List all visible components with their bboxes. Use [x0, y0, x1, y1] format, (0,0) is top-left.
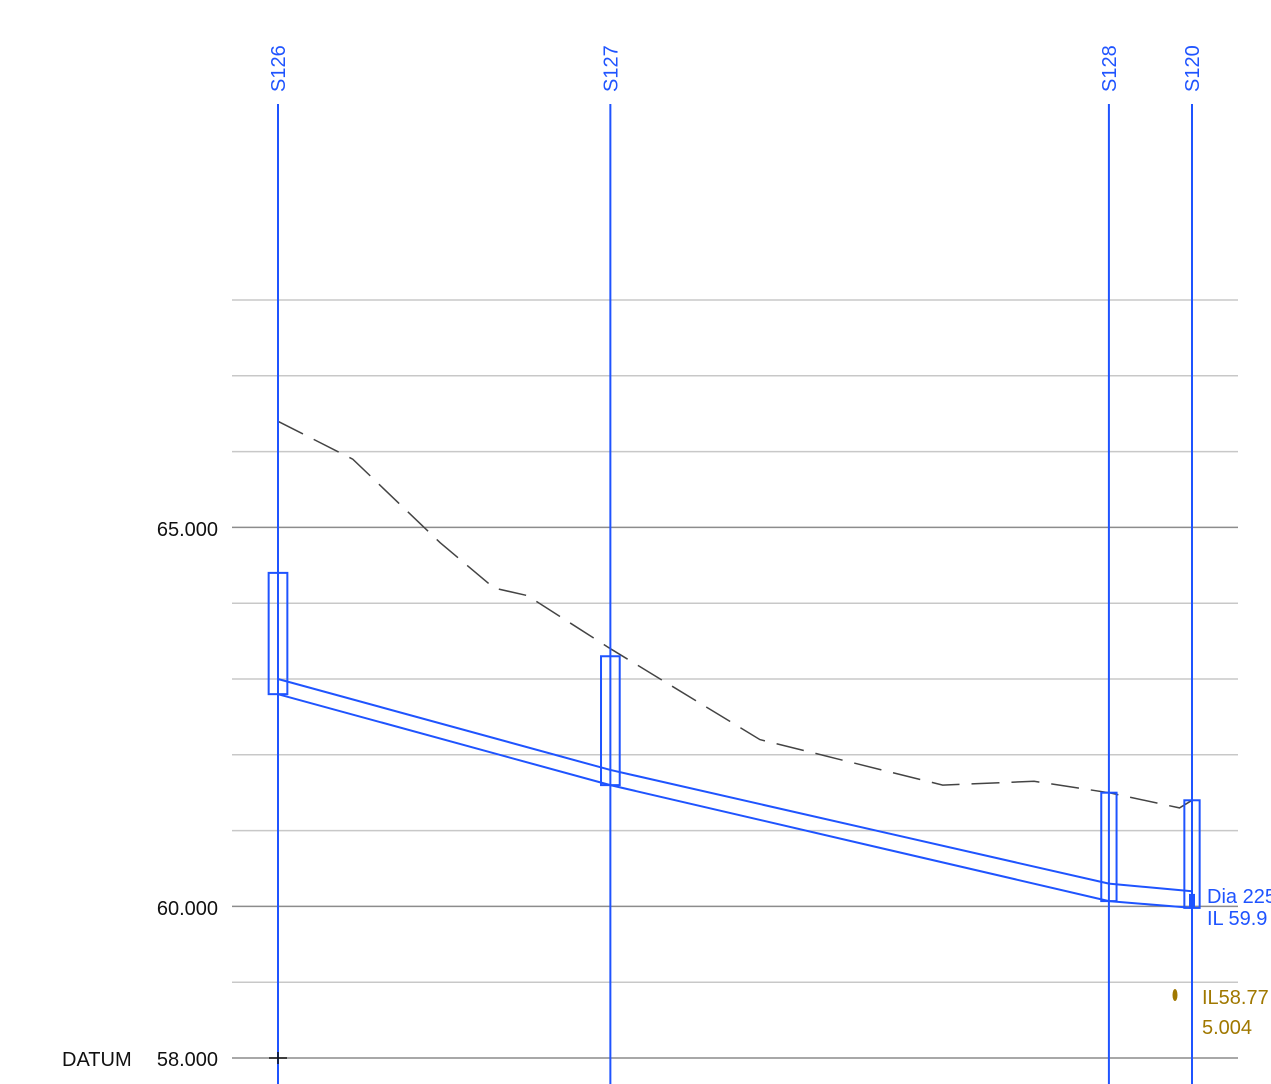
annotation-labels: 65.000 60.000 DATUM 58.000 Dia 225 IL 59… [62, 519, 1271, 1071]
secondary-invert-label: IL58.77 [1202, 987, 1269, 1009]
datum-crosshair-icon [269, 1052, 287, 1064]
pipe-invert-line-2 [610, 784, 1110, 903]
datum-label: DATUM [62, 1049, 132, 1071]
pipe-soffit-line-2 [610, 768, 1110, 885]
manhole-nodes: S126 S127 S128 S120 [267, 45, 1204, 1084]
pipe-invert-line-1 [277, 693, 611, 787]
node-label-s126: S126 [268, 45, 290, 92]
node-label-s128: S128 [1099, 45, 1121, 92]
y-axis-tick-label-60: 60.000 [157, 898, 218, 920]
node-label-s120: S120 [1182, 45, 1204, 92]
pipe-soffit-line-3 [1108, 882, 1193, 893]
chamber-s126 [267, 571, 289, 696]
pipe-diameter-label: Dia 225 [1207, 886, 1271, 908]
chamber-s128 [1100, 791, 1118, 903]
pipe-soffit-line-1 [277, 678, 611, 771]
ground-profile [277, 420, 1193, 809]
y-axis-tick-label-65: 65.000 [157, 519, 218, 541]
pipe-invert-label: IL 59.9 [1207, 908, 1267, 930]
node-label-s127: S127 [600, 45, 622, 92]
chamber-s127 [600, 655, 621, 787]
secondary-value-label: 5.004 [1202, 1017, 1252, 1039]
ground-level-line [277, 420, 1193, 809]
pipe-invert-line-3 [1108, 900, 1193, 909]
datum-value-label: 58.000 [157, 1049, 218, 1071]
grid-lines [232, 299, 1238, 1059]
outlet-marker [1189, 893, 1195, 908]
pipe-runs [277, 678, 1193, 909]
secondary-marker [1172, 989, 1178, 1001]
